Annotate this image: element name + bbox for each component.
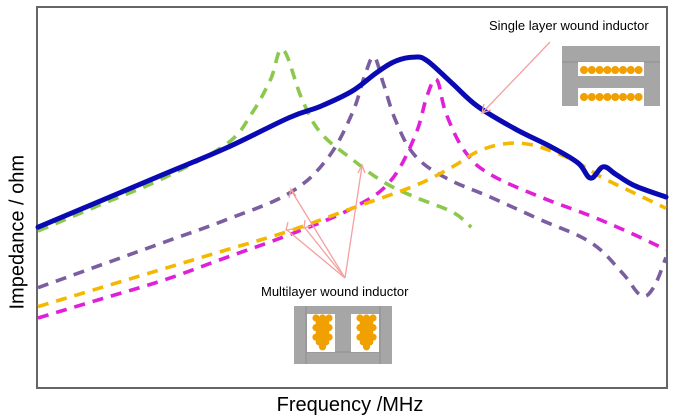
- wire-icon: [634, 93, 643, 101]
- single-layer-annotation: Single layer wound inductor: [489, 18, 649, 33]
- wire-row-top: [580, 66, 643, 74]
- series-line-multilayer-4: [37, 141, 667, 309]
- series-layer: [35, 47, 669, 320]
- y-axis-label: Impedance / ohm: [6, 154, 29, 310]
- series-line-multilayer-2: [37, 55, 668, 298]
- wire-icon: [362, 343, 371, 351]
- series-line-multilayer-1: [37, 47, 473, 233]
- wire-icon: [580, 66, 588, 74]
- wire-icon: [626, 93, 635, 101]
- wire-icon: [595, 93, 604, 101]
- wire-icon: [611, 66, 620, 74]
- multilayer-arrows: [285, 163, 366, 279]
- wire-icon: [580, 93, 588, 101]
- wire-icon: [619, 93, 627, 101]
- multilayer-annotation: Multilayer wound inductor: [261, 284, 409, 299]
- wire-icon: [587, 93, 596, 101]
- wire-row-bottom: [580, 93, 643, 101]
- multilayer-inductor-diagram: [294, 306, 392, 364]
- single-layer-inductor-diagram: [562, 46, 660, 106]
- wire-icon: [587, 66, 596, 74]
- wire-icon: [634, 66, 643, 74]
- series-line-single-layer-wound-inductor: [35, 54, 669, 230]
- single-layer-arrow: [481, 41, 551, 114]
- wire-icon: [318, 343, 327, 351]
- wire-icon: [626, 66, 635, 74]
- series-line-multilayer-3: [37, 77, 667, 320]
- wire-icon: [603, 93, 612, 101]
- wire-icon: [603, 66, 612, 74]
- wire-bundles: [312, 314, 377, 351]
- wire-icon: [619, 66, 627, 74]
- wire-icon: [595, 66, 604, 74]
- x-axis-label: Frequency /MHz: [276, 394, 424, 416]
- wire-icon: [611, 93, 620, 101]
